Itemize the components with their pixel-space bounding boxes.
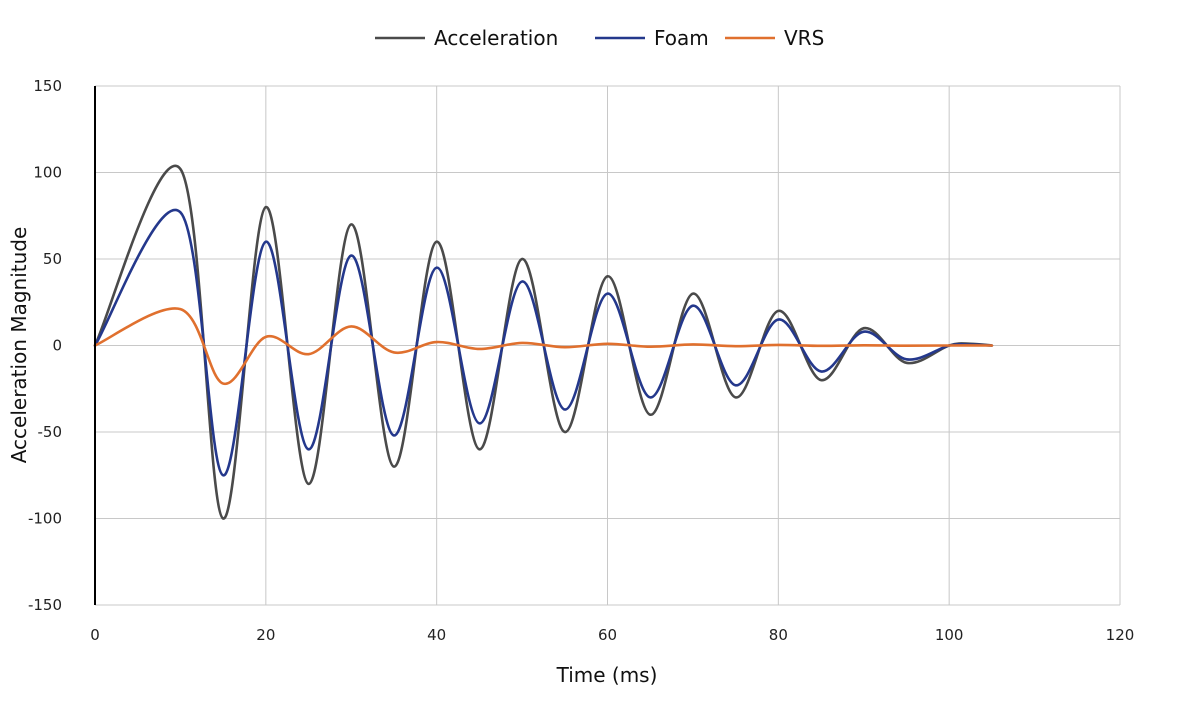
x-tick-label: 120 bbox=[1106, 626, 1135, 644]
x-axis-ticks: 0 20 40 60 80 100 120 bbox=[90, 626, 1134, 644]
y-tick-label: 100 bbox=[33, 164, 62, 182]
legend-label: Foam bbox=[654, 26, 709, 50]
x-tick-label: 40 bbox=[427, 626, 446, 644]
y-tick-label: 0 bbox=[52, 337, 62, 355]
x-axis-title: Time (ms) bbox=[556, 663, 658, 687]
y-tick-label: -50 bbox=[38, 423, 63, 441]
y-tick-label: 150 bbox=[33, 77, 62, 95]
y-tick-label: 50 bbox=[43, 250, 62, 268]
y-axis-ticks: 150 100 50 0 -50 -100 -150 bbox=[28, 77, 62, 614]
series-line-foam bbox=[93, 208, 994, 477]
x-tick-label: 100 bbox=[935, 626, 964, 644]
series-layer bbox=[93, 164, 994, 520]
legend: Acceleration Foam VRS bbox=[375, 26, 824, 50]
y-tick-label: -100 bbox=[28, 510, 62, 528]
legend-item-foam: Foam bbox=[595, 26, 709, 50]
x-tick-label: 0 bbox=[90, 626, 100, 644]
x-tick-label: 20 bbox=[256, 626, 275, 644]
x-tick-label: 80 bbox=[769, 626, 788, 644]
x-tick-label: 60 bbox=[598, 626, 617, 644]
legend-item-vrs: VRS bbox=[725, 26, 824, 50]
y-axis-title: Acceleration Magnitude bbox=[7, 227, 31, 464]
y-tick-label: -150 bbox=[28, 596, 62, 614]
legend-label: Acceleration bbox=[434, 26, 558, 50]
legend-label: VRS bbox=[784, 26, 824, 50]
series-line-vrs bbox=[93, 307, 994, 385]
legend-item-acceleration: Acceleration bbox=[375, 26, 558, 50]
